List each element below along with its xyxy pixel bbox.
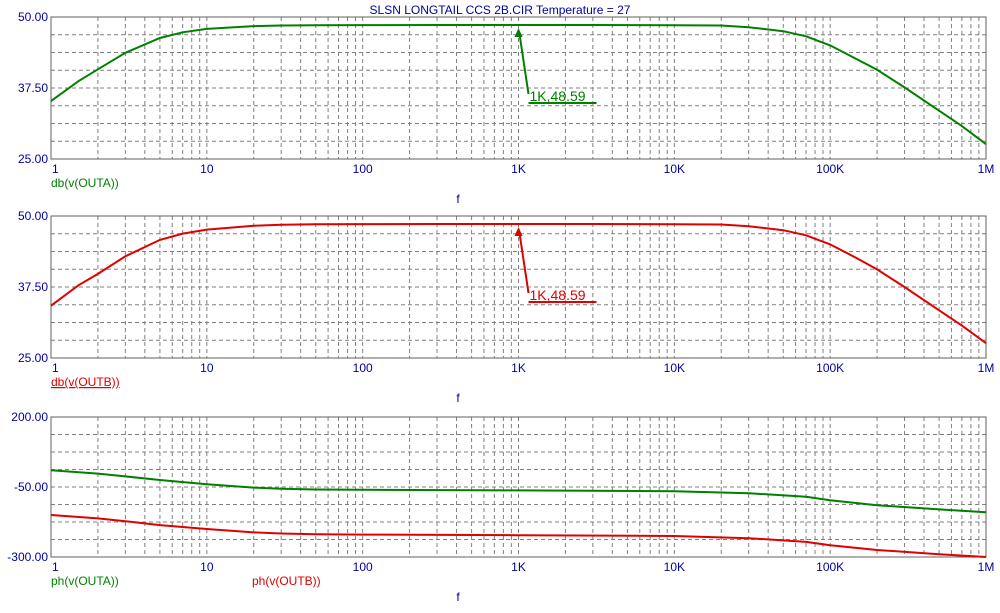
panel-2: 50.00 37.50 25.00 1 10 100 1K 10K 100K 1M f db(v(OU… xyxy=(18,209,994,405)
plot-frame xyxy=(50,215,987,359)
x-tick-label: 1K xyxy=(511,162,526,176)
grid xyxy=(51,417,986,557)
y-tick-label: -300.00 xyxy=(7,550,48,564)
annotation-leader xyxy=(518,232,530,294)
y-tick-label: 50.00 xyxy=(18,10,48,24)
x-tick-label: 10 xyxy=(200,361,214,375)
x-tick-label: 1 xyxy=(52,162,59,176)
annotation-label: 1K,48.59 xyxy=(530,88,586,104)
x-tick-label: 100K xyxy=(816,361,844,375)
x-tick-label: 1M xyxy=(978,162,995,176)
annotation-arrowhead xyxy=(514,28,523,38)
plot-frame xyxy=(50,416,987,558)
x-tick-label: 10K xyxy=(664,162,685,176)
grid xyxy=(51,216,986,358)
series-line-db(v(OUTA)) xyxy=(50,24,987,145)
x-tick-label: 1M xyxy=(978,560,995,574)
x-tick-label: 10K xyxy=(664,560,685,574)
y-tick-label: 25.00 xyxy=(18,351,48,365)
legend-entry: db(v(OUTB)) xyxy=(51,375,120,389)
y-tick-label: 25.00 xyxy=(18,152,48,166)
plot-frame xyxy=(50,16,987,160)
y-tick-label: -50.00 xyxy=(14,480,48,494)
x-tick-label: 100K xyxy=(816,162,844,176)
y-tick-label: 50.00 xyxy=(18,209,48,223)
annotation-leader xyxy=(518,33,530,95)
panel-1: 50.00 37.50 25.00 1 10 100 1K 10K 100K 1M f db(v(OU… xyxy=(18,10,994,206)
x-axis-label: f xyxy=(456,590,460,604)
x-tick-label: 1K xyxy=(511,361,526,375)
y-tick-label: 37.50 xyxy=(18,81,48,95)
x-tick-label: 100 xyxy=(353,560,373,574)
chart-title: SLSN LONGTAIL CCS 2B.CIR Temperature = 2… xyxy=(370,3,631,17)
x-tick-label: 1K xyxy=(511,560,526,574)
x-tick-label: 10 xyxy=(200,560,214,574)
x-tick-label: 1M xyxy=(978,361,995,375)
x-tick-label: 100 xyxy=(353,162,373,176)
legend-entry: ph(v(OUTB)) xyxy=(252,574,321,588)
annotation-label: 1K,48.59 xyxy=(530,287,586,303)
annotation-arrowhead xyxy=(514,227,523,237)
series-line-ph(v(OUTA)) xyxy=(50,469,987,514)
x-tick-label: 10 xyxy=(200,162,214,176)
x-tick-label: 1 xyxy=(52,560,59,574)
legend-entry: ph(v(OUTA)) xyxy=(51,574,119,588)
legend-entry: db(v(OUTA)) xyxy=(51,176,119,190)
series-line-ph(v(OUTB)) xyxy=(50,514,987,558)
x-tick-label: 1 xyxy=(52,361,59,375)
x-axis-label: f xyxy=(456,391,460,405)
panel-3: 200.00 -50.00 -300.00 1 10 100 1K 10K 100K 1M f ph(… xyxy=(7,410,994,604)
series-line-db(v(OUTB)) xyxy=(50,223,987,345)
x-tick-label: 100 xyxy=(353,361,373,375)
y-tick-label: 37.50 xyxy=(18,280,48,294)
x-axis-label: f xyxy=(456,192,460,206)
y-tick-label: 200.00 xyxy=(11,410,48,424)
grid xyxy=(51,17,986,159)
x-tick-label: 10K xyxy=(664,361,685,375)
x-tick-label: 100K xyxy=(816,560,844,574)
